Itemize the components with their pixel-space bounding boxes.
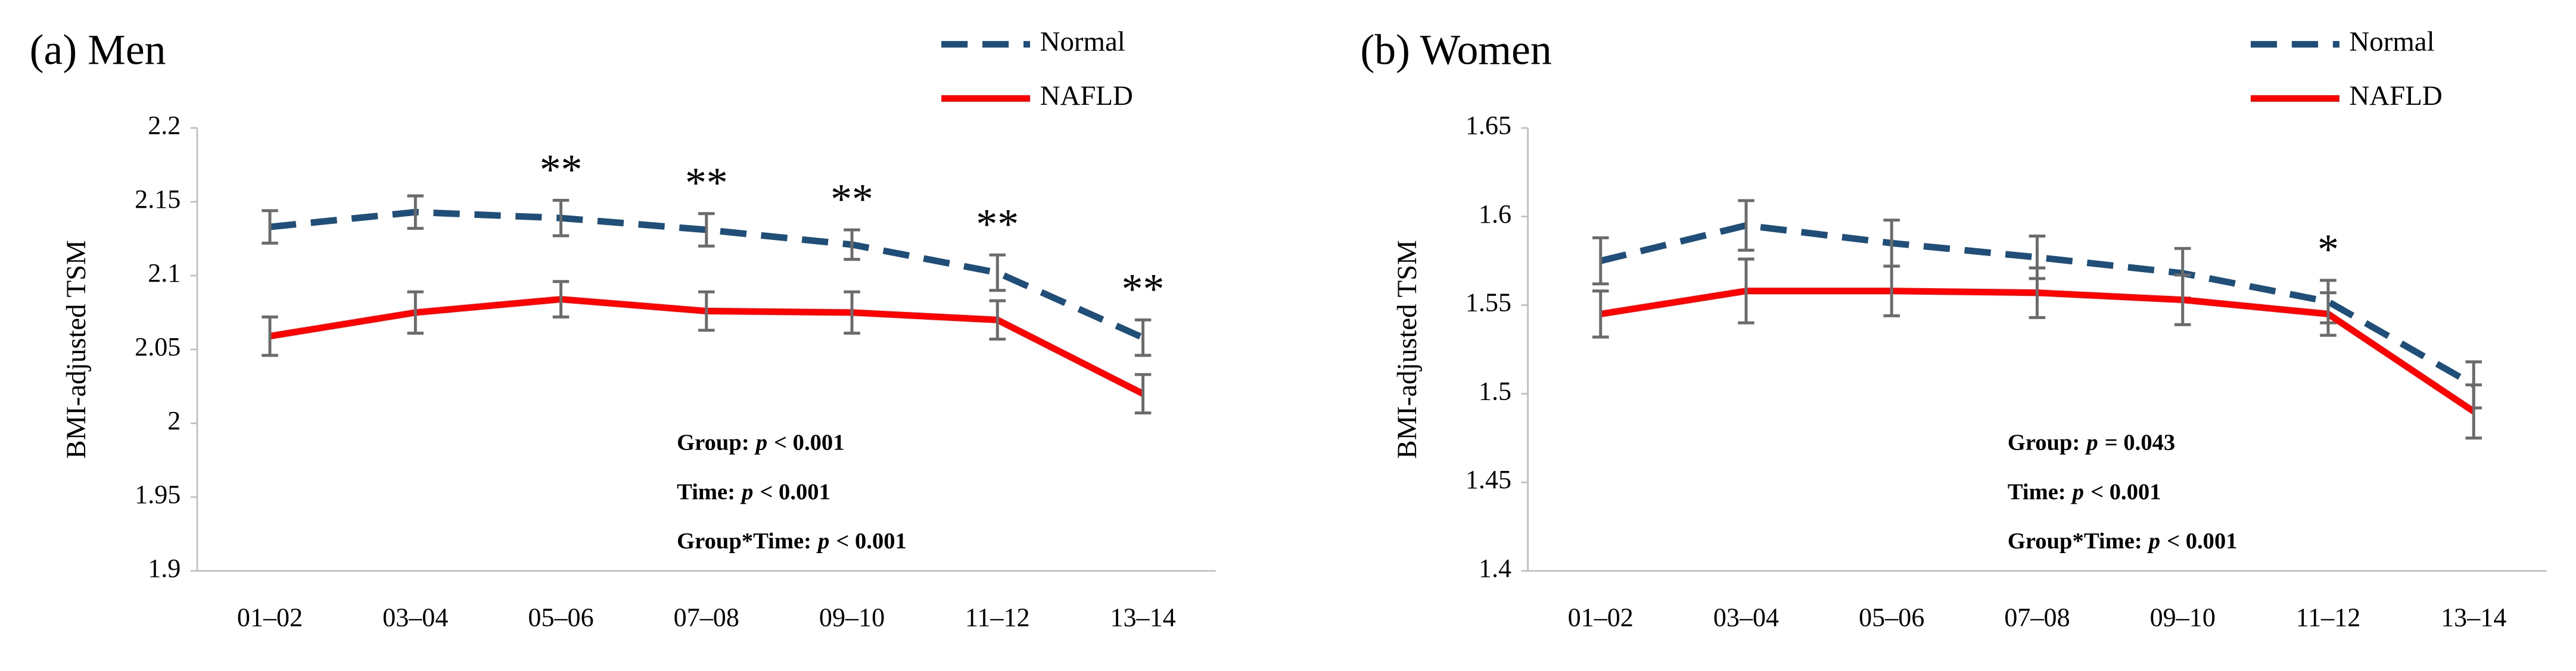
y-tick-label: 1.9 [148,554,181,583]
x-tick-label: 09–10 [2150,603,2216,632]
x-tick-label: 01–02 [237,603,303,632]
error-bar [407,290,424,335]
stat-symbol: p [740,479,753,504]
error-bar [1738,257,1754,324]
y-tick-label: 1.45 [1466,465,1511,494]
legend-label: NAFLD [1040,80,1133,111]
error-bar [2320,291,2337,337]
x-tick-label: 13–14 [1110,603,1175,632]
legend-label: Normal [2349,26,2434,57]
error-bar [1738,199,1754,252]
stat-symbol: p [2085,430,2098,455]
stat-value: < 0.001 [774,430,844,455]
stat-symbol: p [2147,529,2160,554]
significance-marker: ** [685,159,728,207]
x-tick-label: 13–14 [2441,603,2506,632]
error-bar [844,290,860,335]
y-tick-label: 2.05 [135,332,181,361]
error-bar [1134,373,1152,415]
error-bar [262,315,278,357]
error-bar [1134,318,1152,357]
stat-label: Group: [677,430,749,455]
significance-marker: ** [1122,266,1165,313]
stat-value: < 0.001 [2090,479,2161,504]
x-tick-label: 11–12 [2296,603,2361,632]
chart-title: (a) Men [30,26,166,73]
error-bar [844,228,860,261]
error-bar [1592,289,1609,339]
stat-line: Group: p = 0.043 [2008,430,2175,455]
error-bar [2174,273,2191,326]
stat-label: Group*Time: [2008,529,2142,554]
stat-value: = 0.043 [2105,430,2175,455]
significance-marker: ** [830,175,873,223]
y-tick-label: 2 [167,406,181,435]
stat-label: Group: [2008,430,2080,455]
error-bar [989,299,1006,341]
significance-marker: * [2317,226,2339,273]
significance-marker: ** [976,201,1019,248]
stat-line: Time: p < 0.001 [677,479,830,504]
stat-symbol: p [816,529,829,554]
stat-value: < 0.001 [760,479,830,504]
error-bar [1883,264,1900,317]
legend-label: Normal [1040,26,1125,57]
legend-label: NAFLD [2349,80,2442,111]
error-bar [698,212,715,248]
x-tick-label: 05–06 [528,603,593,632]
x-tick-label: 03–04 [382,603,448,632]
error-bar [989,253,1006,292]
stat-label: Time: [2008,479,2066,504]
x-tick-label: 05–06 [1859,603,1924,632]
error-bar [552,198,570,238]
y-tick-label: 2.1 [148,258,181,288]
stat-line: Group*Time: p < 0.001 [677,529,907,554]
y-tick-label: 2.2 [148,111,181,140]
error-bar [698,290,715,332]
x-tick-label: 01–02 [1568,603,1634,632]
stat-value: < 0.001 [836,529,906,554]
y-tick-label: 1.4 [1479,554,1511,583]
stat-symbol: p [754,430,767,455]
y-tick-label: 1.6 [1479,199,1511,229]
y-axis-label: BMI-adjusted TSM [61,240,92,458]
error-bar [1592,236,1609,286]
x-tick-label: 07–08 [2004,603,2070,632]
y-axis-label: BMI-adjusted TSM [1392,240,1423,458]
significance-marker: ** [540,146,583,194]
error-bar [407,194,424,230]
error-bar [262,209,278,245]
y-tick-label: 2.15 [135,185,181,214]
stat-line: Group: p < 0.001 [677,430,844,455]
y-tick-label: 1.5 [1479,376,1511,405]
stat-label: Group*Time: [677,529,811,554]
x-tick-label: 03–04 [1713,603,1779,632]
stat-value: < 0.001 [2167,529,2237,554]
y-tick-label: 1.55 [1466,288,1511,317]
stat-line: Group*Time: p < 0.001 [2008,529,2238,554]
stat-line: Time: p < 0.001 [2008,479,2161,504]
x-tick-label: 11–12 [965,603,1030,632]
error-bar [2029,266,2046,319]
x-tick-label: 07–08 [674,603,739,632]
chart-title: (b) Women [1360,26,1551,73]
stat-label: Time: [677,479,735,504]
error-bar [2465,383,2482,440]
y-tick-label: 1.65 [1466,111,1511,140]
stat-symbol: p [2071,479,2084,504]
y-tick-label: 1.95 [135,480,181,509]
error-bar [552,280,570,319]
x-tick-label: 09–10 [819,603,885,632]
